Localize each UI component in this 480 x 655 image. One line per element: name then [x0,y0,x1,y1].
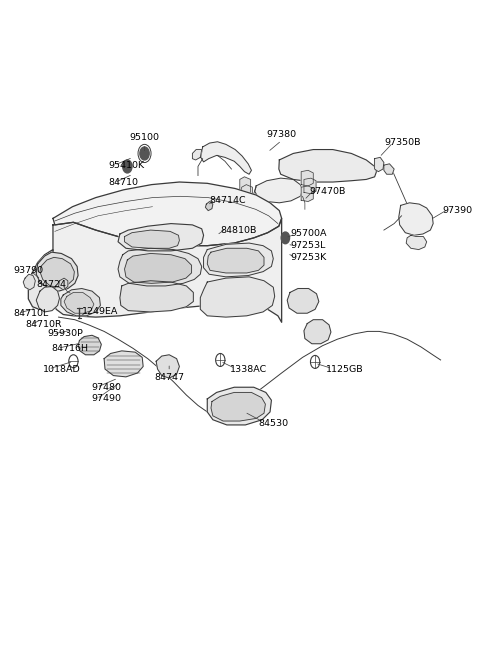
Polygon shape [399,203,433,235]
Text: 84530: 84530 [258,419,288,428]
Polygon shape [59,278,68,290]
Polygon shape [207,387,271,425]
Polygon shape [156,355,180,378]
Text: 1338AC: 1338AC [229,365,267,374]
Text: 95100: 95100 [130,134,159,142]
Text: 1018AD: 1018AD [43,365,81,373]
Polygon shape [301,186,313,202]
Text: 97390: 97390 [442,206,472,215]
Polygon shape [279,149,376,182]
Text: 97350B: 97350B [384,138,420,147]
Polygon shape [61,289,100,316]
Text: 95930P: 95930P [48,329,83,339]
Polygon shape [64,292,94,313]
Circle shape [140,147,149,160]
Polygon shape [200,277,275,317]
Polygon shape [36,252,78,291]
Circle shape [123,160,132,173]
Polygon shape [124,253,192,284]
Text: 84710R: 84710R [25,320,62,329]
Polygon shape [120,281,193,312]
Text: 95410K: 95410K [109,160,145,170]
Polygon shape [36,287,60,312]
Text: 84810B: 84810B [220,225,257,234]
Polygon shape [23,274,36,290]
Text: 97470B: 97470B [310,187,346,196]
Polygon shape [78,335,101,355]
Polygon shape [205,202,213,211]
Text: 93790: 93790 [13,266,43,275]
Text: 84747: 84747 [154,373,184,382]
Polygon shape [241,185,252,203]
Text: 97253K: 97253K [290,253,326,262]
Text: 84710: 84710 [109,178,139,187]
Text: 97253L: 97253L [290,241,325,250]
Polygon shape [384,164,394,174]
Text: 97490: 97490 [91,394,121,403]
Polygon shape [287,289,319,313]
Text: 95700A: 95700A [290,229,326,238]
Polygon shape [406,235,427,250]
Text: 84710L: 84710L [13,309,48,318]
Polygon shape [53,182,282,246]
Text: 84724: 84724 [36,280,66,289]
Polygon shape [211,392,265,421]
Polygon shape [304,320,331,344]
Polygon shape [304,178,316,194]
Polygon shape [204,243,273,277]
Polygon shape [374,157,384,172]
Text: 97380: 97380 [266,130,297,139]
Text: 97480: 97480 [91,383,121,392]
Polygon shape [255,178,302,203]
Polygon shape [192,149,202,160]
Circle shape [281,232,289,244]
Text: 1249EA: 1249EA [82,307,118,316]
Text: 1125GB: 1125GB [326,365,363,374]
Polygon shape [40,257,74,288]
Polygon shape [301,170,313,186]
Polygon shape [201,141,252,174]
Polygon shape [207,248,264,273]
Polygon shape [240,177,251,195]
Polygon shape [104,351,143,377]
Polygon shape [118,248,202,286]
Polygon shape [28,250,53,309]
Polygon shape [124,230,180,248]
Text: 84716H: 84716H [51,344,89,353]
Polygon shape [118,223,204,251]
Polygon shape [53,218,282,322]
Text: 84714C: 84714C [210,196,246,206]
